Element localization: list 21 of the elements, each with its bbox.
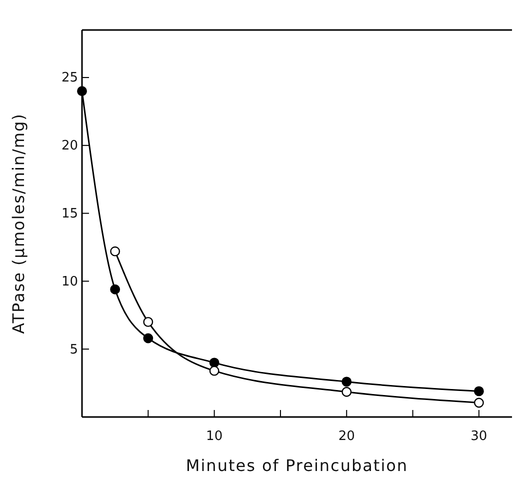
point bbox=[342, 386, 352, 397]
x-axis-title: Minutes of Preincubation bbox=[186, 456, 408, 475]
y-tick-label: 15 bbox=[61, 206, 78, 222]
x-tick-label: 30 bbox=[470, 429, 488, 444]
y-axis-title: ATPase (μmoles/min/mg) bbox=[9, 113, 28, 334]
point bbox=[110, 284, 120, 294]
point bbox=[474, 386, 484, 396]
y-tick-label: 25 bbox=[61, 70, 78, 86]
x-tick-label: 20 bbox=[338, 429, 355, 444]
point bbox=[209, 358, 220, 368]
point bbox=[143, 316, 154, 327]
point bbox=[77, 86, 87, 96]
point bbox=[110, 246, 120, 256]
point bbox=[474, 398, 484, 408]
point bbox=[143, 333, 154, 344]
y-tick-label: 10 bbox=[61, 274, 78, 290]
y-tick-label: 20 bbox=[61, 138, 78, 154]
x-tick-label: 10 bbox=[206, 429, 223, 444]
y-tick-label: 5 bbox=[70, 342, 78, 358]
point bbox=[209, 366, 220, 376]
point bbox=[342, 376, 352, 387]
